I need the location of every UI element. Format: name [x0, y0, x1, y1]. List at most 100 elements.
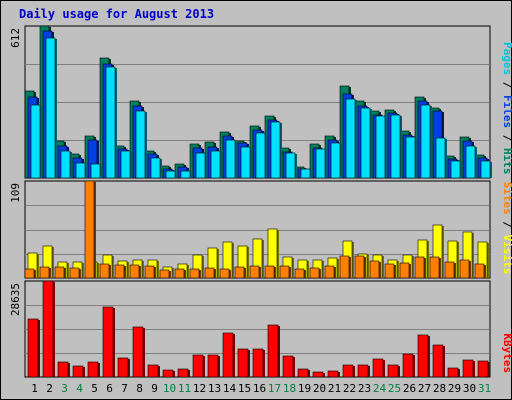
bar-pages-10: [165, 170, 176, 179]
x-tick-label-day-25: 25: [388, 382, 401, 395]
bar-pages-8: [135, 110, 146, 179]
x-tick-label-day-30: 30: [463, 382, 476, 395]
x-tick-label-day-4: 4: [76, 382, 83, 395]
bar-kbytes-26: [402, 353, 414, 378]
bar-kbytes-21: [327, 370, 339, 378]
bar-pages-29: [450, 160, 461, 179]
bar-kbytes-6: [102, 306, 114, 378]
legend-entry: /: [501, 75, 512, 95]
bar-kbytes-15: [237, 348, 249, 378]
bar-sites-2: [39, 266, 50, 279]
bar-pages-19: [300, 168, 311, 179]
panel-bot-ymax-label: 28635: [9, 283, 22, 316]
x-tick-label-day-1: 1: [31, 382, 38, 395]
legend-entry: /: [501, 128, 512, 148]
x-tick-label-day-15: 15: [238, 382, 251, 395]
bar-pages-20: [315, 148, 326, 179]
bar-kbytes-10: [162, 369, 174, 378]
x-tick-label-day-23: 23: [358, 382, 371, 395]
bar-sites-24: [369, 260, 380, 279]
bar-pages-11: [180, 170, 191, 179]
bar-pages-28: [435, 137, 446, 179]
bar-pages-27: [420, 104, 431, 179]
x-tick-label-day-10: 10: [163, 382, 176, 395]
x-tick-label-day-13: 13: [208, 382, 221, 395]
bar-pages-23: [360, 107, 371, 179]
x-tick-label-day-16: 16: [253, 382, 266, 395]
legend-entry: KBytes: [501, 333, 512, 373]
bar-sites-7: [114, 264, 125, 279]
x-tick-label-day-5: 5: [91, 382, 98, 395]
bar-sites-21: [324, 265, 335, 279]
bar-sites-1: [24, 268, 35, 279]
bar-pages-16: [255, 132, 266, 179]
bar-pages-22: [345, 98, 356, 179]
bar-kbytes-14: [222, 332, 234, 378]
x-tick-label-day-20: 20: [313, 382, 326, 395]
bar-kbytes-3: [57, 361, 69, 378]
panel-top-ymax-label: 612: [9, 28, 22, 48]
x-tick-label-day-11: 11: [178, 382, 191, 395]
bar-sites-31: [474, 263, 485, 279]
bar-pages-31: [480, 160, 491, 179]
bar-pages-14: [225, 139, 236, 179]
bar-kbytes-25: [387, 364, 399, 378]
x-tick-label-day-8: 8: [136, 382, 143, 395]
x-tick-label-day-24: 24: [373, 382, 387, 395]
bar-kbytes-1: [27, 318, 39, 378]
bar-sites-22: [339, 255, 350, 279]
x-tick-label-day-14: 14: [223, 382, 237, 395]
panel-top-legend: Pages / Files / Hits: [501, 42, 512, 175]
bar-sites-6: [99, 263, 110, 279]
bar-kbytes-29: [447, 367, 459, 378]
x-tick-label-day-26: 26: [403, 382, 416, 395]
bar-kbytes-7: [117, 357, 129, 378]
panel-mid-legend: Sites / Visits: [501, 182, 512, 275]
bar-pages-5: [90, 163, 101, 179]
bar-pages-26: [405, 136, 416, 179]
bar-sites-12: [189, 268, 200, 279]
bar-sites-14: [219, 268, 230, 279]
bar-kbytes-18: [282, 355, 294, 378]
chart-title: Daily usage for August 2013: [19, 7, 215, 21]
bar-kbytes-27: [417, 334, 429, 378]
x-tick-label-day-19: 19: [298, 382, 311, 395]
bar-sites-23: [354, 255, 365, 279]
bar-sites-13: [204, 267, 215, 279]
bar-pages-21: [330, 142, 341, 179]
bar-sites-30: [459, 259, 470, 279]
x-tick-label-day-31: 31: [478, 382, 491, 395]
x-tick-label-day-21: 21: [328, 382, 341, 395]
bar-pages-13: [210, 150, 221, 179]
panel-bot-legend: KBytes: [501, 333, 512, 373]
bar-pages-7: [120, 150, 131, 179]
bar-kbytes-9: [147, 364, 159, 378]
bar-sites-26: [399, 262, 410, 279]
bar-kbytes-17: [267, 324, 279, 378]
bar-pages-3: [60, 150, 71, 179]
bar-kbytes-12: [192, 354, 204, 378]
bar-pages-25: [390, 114, 401, 179]
bar-kbytes-8: [132, 326, 144, 378]
bar-kbytes-4: [72, 365, 84, 378]
x-tick-label-day-3: 3: [61, 382, 68, 395]
x-tick-label-day-29: 29: [448, 382, 461, 395]
bar-kbytes-22: [342, 364, 354, 378]
bar-sites-29: [444, 261, 455, 279]
bar-sites-18: [279, 265, 290, 279]
bar-kbytes-28: [432, 344, 444, 378]
legend-entry: Files: [501, 95, 512, 128]
bar-sites-15: [234, 266, 245, 279]
bar-pages-17: [270, 121, 281, 179]
x-tick-label-day-6: 6: [106, 382, 113, 395]
x-tick-label-day-28: 28: [433, 382, 446, 395]
x-tick-label-day-22: 22: [343, 382, 356, 395]
x-tick-label-day-18: 18: [283, 382, 296, 395]
bar-sites-10: [159, 269, 170, 279]
bar-sites-19: [294, 268, 305, 279]
bar-kbytes-24: [372, 358, 384, 378]
legend-entry: /: [501, 215, 512, 235]
bar-kbytes-11: [177, 368, 189, 378]
bar-kbytes-31: [477, 360, 489, 378]
